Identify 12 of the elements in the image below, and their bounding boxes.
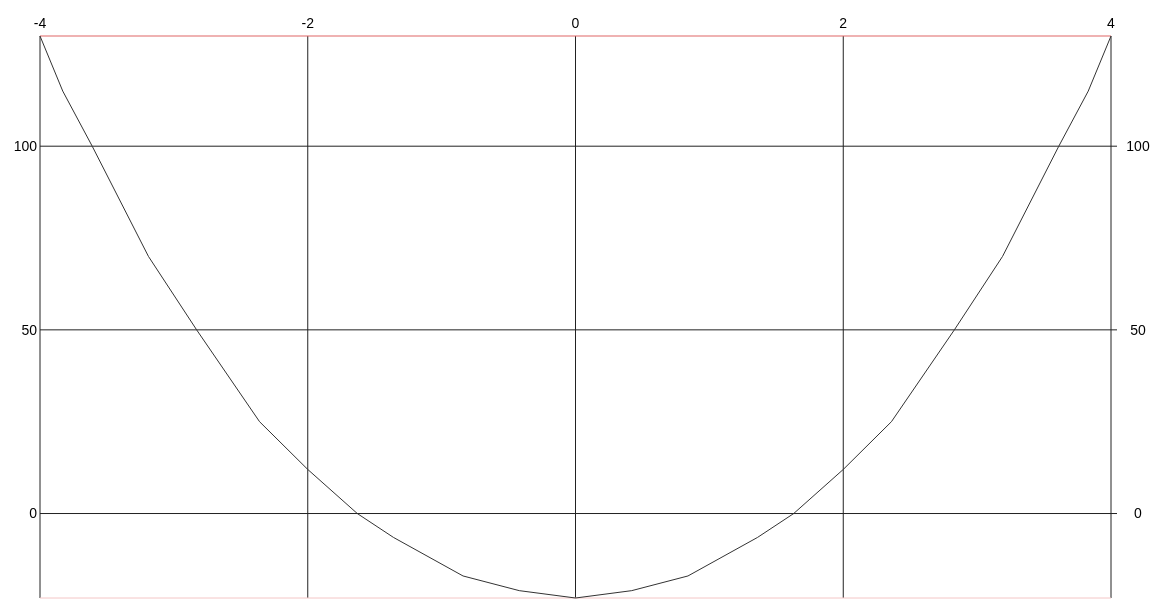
y2-tick-label: 0 [1134,505,1143,522]
x-tick-label: 0 [571,15,580,31]
y-tick-label: 50 [21,321,38,338]
x-tick-label: 2 [839,15,848,31]
y2-tick-label: 50 [1130,321,1146,338]
y-tick-label: 100 [13,138,38,155]
x-tick-label: -4 [33,15,47,31]
x-tick-label: -2 [301,15,315,31]
line-series [39,35,1112,599]
x-tick-label: 4 [1107,15,1116,31]
y2-tick-label: 100 [1126,138,1150,155]
y-tick-label: 0 [29,505,38,522]
